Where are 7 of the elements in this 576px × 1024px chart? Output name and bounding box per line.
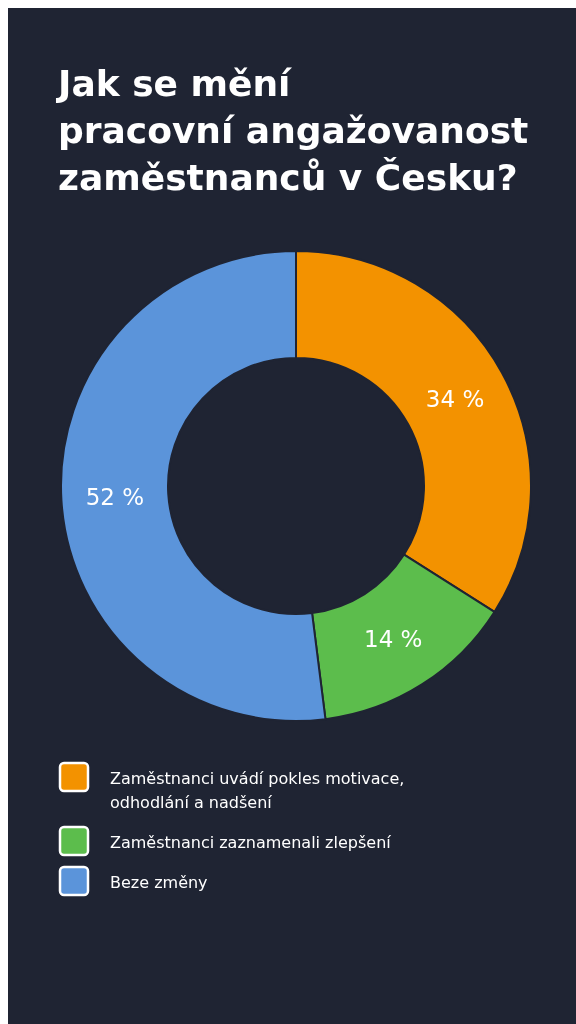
data-label: 52 % [85, 484, 145, 511]
data-label: 14 % [364, 626, 423, 653]
legend-label: Beze změny [110, 872, 208, 892]
chart-title: Jak se mění pracovní angažovanost zaměstnanců v Česku? [55, 63, 529, 198]
legend-label: Zaměstnanci uvádí pokles motivace, odhodlání a nadšení [110, 768, 405, 812]
data-label: 34 % [425, 385, 485, 412]
legend-label: Zaměstnanci zaznamenali zlepšení [110, 832, 392, 852]
